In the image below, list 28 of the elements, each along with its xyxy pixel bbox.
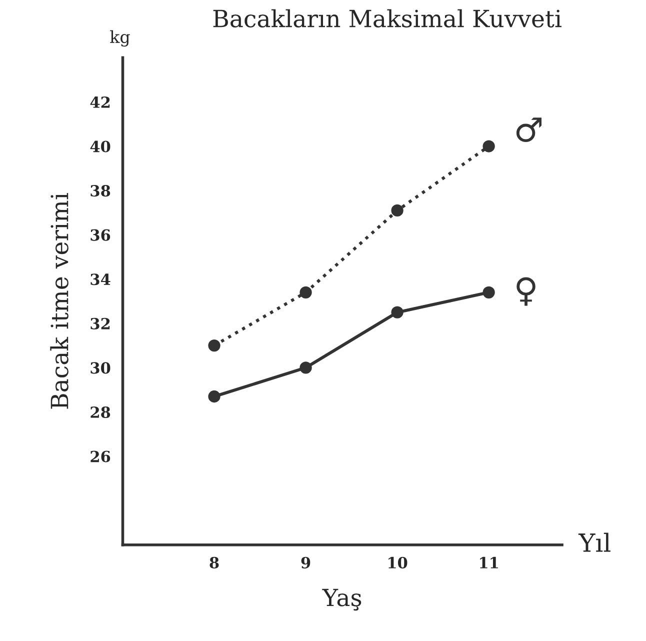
chart-title: Bacakların Maksimal Kuvveti <box>213 9 562 28</box>
text: Yıl <box>578 532 610 552</box>
x-tick-label: 11 <box>480 556 498 568</box>
x-axis-title: Yaş <box>322 588 362 611</box>
y-tick-label: 28 <box>90 406 110 418</box>
y-tick-label: 36 <box>90 229 110 241</box>
point <box>482 286 495 298</box>
series-label: ♂ <box>516 118 542 142</box>
point <box>482 140 495 152</box>
point <box>391 306 404 318</box>
y-tick-label: 34 <box>90 274 110 286</box>
y-tick-label: 26 <box>90 450 110 462</box>
y-tick-label: 32 <box>90 318 110 330</box>
y-tick-label: 42 <box>90 96 110 108</box>
point <box>208 390 220 403</box>
y-tick-label: 30 <box>90 362 110 374</box>
x-tick-label: 8 <box>210 556 219 568</box>
x-tick-label: 9 <box>301 556 310 568</box>
y-axis-title: Bacak itme verimi <box>50 193 68 409</box>
point <box>391 204 404 217</box>
text: kg <box>110 30 130 47</box>
point <box>208 339 220 352</box>
point <box>300 362 312 374</box>
y-tick-label: 40 <box>90 140 110 152</box>
x-tick-label: 10 <box>388 556 408 568</box>
y-tick-label: 38 <box>90 185 110 197</box>
point <box>300 286 312 298</box>
series-label: ♀ <box>516 277 536 306</box>
